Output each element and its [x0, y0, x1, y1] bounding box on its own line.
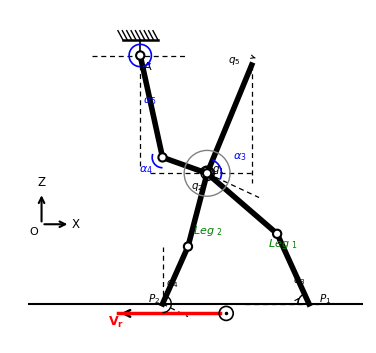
Circle shape — [136, 52, 144, 60]
Text: $q_2$: $q_2$ — [191, 181, 204, 193]
Text: A: A — [144, 62, 152, 72]
Text: O: O — [29, 227, 38, 237]
Text: $q_4$: $q_4$ — [166, 279, 179, 290]
Text: Leg $_{1}$: Leg $_{1}$ — [268, 237, 297, 251]
Text: X: X — [72, 218, 80, 231]
Text: $q_5$: $q_5$ — [228, 55, 241, 67]
Text: $P_1$: $P_1$ — [318, 292, 331, 306]
Text: $q_3$: $q_3$ — [293, 275, 306, 287]
Text: $P_2$: $P_2$ — [148, 292, 160, 306]
Circle shape — [273, 230, 281, 238]
Text: Leg $_{2}$: Leg $_{2}$ — [193, 224, 223, 238]
Text: Z: Z — [38, 176, 45, 189]
Text: $\alpha_3$: $\alpha_3$ — [233, 151, 246, 163]
Circle shape — [184, 243, 192, 251]
Circle shape — [158, 153, 167, 162]
Text: $\alpha_5$: $\alpha_5$ — [143, 95, 157, 107]
Text: $\alpha_4$: $\alpha_4$ — [139, 164, 153, 175]
Text: $\mathbf{V_r}$: $\mathbf{V_r}$ — [108, 315, 124, 330]
Circle shape — [203, 169, 211, 178]
Text: $q_1$: $q_1$ — [212, 164, 224, 176]
